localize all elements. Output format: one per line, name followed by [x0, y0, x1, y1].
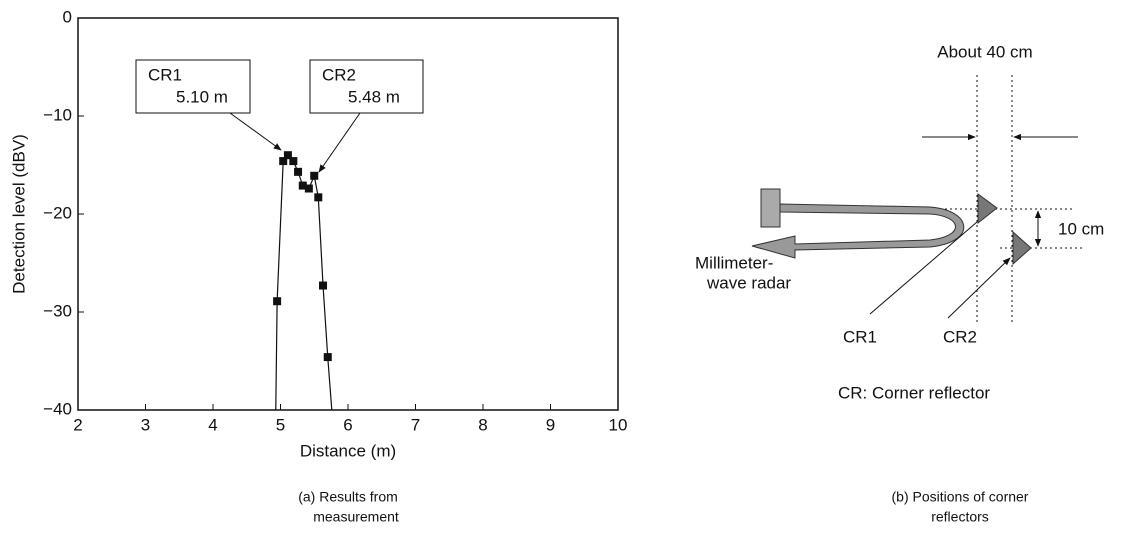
data-point	[273, 297, 282, 306]
x-tick-label: 4	[208, 415, 217, 434]
radar-label: wave radar	[706, 273, 791, 292]
x-tick-label: 6	[343, 415, 352, 434]
x-tick-label: 7	[411, 415, 420, 434]
diagram: About 40 cm 10 cm Millimeter- wave radar…	[695, 42, 1104, 524]
annotation-name: CR2	[322, 65, 356, 84]
data-point	[289, 157, 298, 166]
leader-line	[869, 221, 978, 315]
y-tick-label: −40	[43, 399, 72, 418]
legend-text: CR: Corner reflector	[838, 383, 990, 402]
data-point	[314, 193, 323, 202]
data-point	[283, 151, 292, 160]
caption: reflectors	[931, 509, 989, 525]
reflector-label: CR1	[843, 327, 877, 346]
annotation-text: 5.10 m	[176, 87, 228, 106]
annotation-box	[135, 59, 251, 114]
data-point	[279, 157, 288, 166]
y-axis-label: Detection level (dBV)	[9, 134, 28, 294]
y-tick-label: 0	[63, 7, 72, 26]
reflector-icon	[1012, 230, 1032, 266]
x-tick-label: 8	[478, 415, 487, 434]
x-tick-label: 3	[141, 415, 150, 434]
x-tick-label: 2	[73, 415, 82, 434]
reflector-icon	[977, 193, 998, 225]
annotation-arrow	[318, 112, 361, 173]
x-tick-label: 9	[546, 415, 555, 434]
annotation-text: 5.48 m	[348, 87, 400, 106]
leader-line	[947, 257, 1011, 319]
annotation-arrow	[229, 112, 282, 151]
data-point	[319, 281, 328, 290]
y-tick-label: −10	[43, 105, 72, 124]
x-tick-label: 10	[609, 415, 628, 434]
radar-icon	[760, 188, 781, 228]
x-axis-label: Distance (m)	[300, 441, 396, 460]
y-tick-label: −30	[43, 301, 72, 320]
y-tick-label: −20	[43, 203, 72, 222]
spacing-label: About 40 cm	[937, 42, 1032, 61]
data-point	[304, 184, 313, 193]
data-point	[294, 167, 303, 176]
offset-label: 10 cm	[1058, 219, 1104, 238]
data-point	[298, 181, 307, 190]
reflector-label: CR2	[943, 327, 977, 346]
wave-arrow	[751, 203, 965, 259]
radar-label: Millimeter-	[695, 253, 773, 272]
x-tick-label: 5	[276, 415, 285, 434]
caption: (a) Results from	[298, 489, 398, 505]
data-point	[310, 171, 319, 180]
caption: (b) Positions of corner	[892, 489, 1029, 505]
annotation-box	[309, 59, 424, 114]
caption: measurement	[313, 509, 399, 525]
annotation-name: CR1	[148, 65, 182, 84]
data-point	[323, 353, 332, 362]
